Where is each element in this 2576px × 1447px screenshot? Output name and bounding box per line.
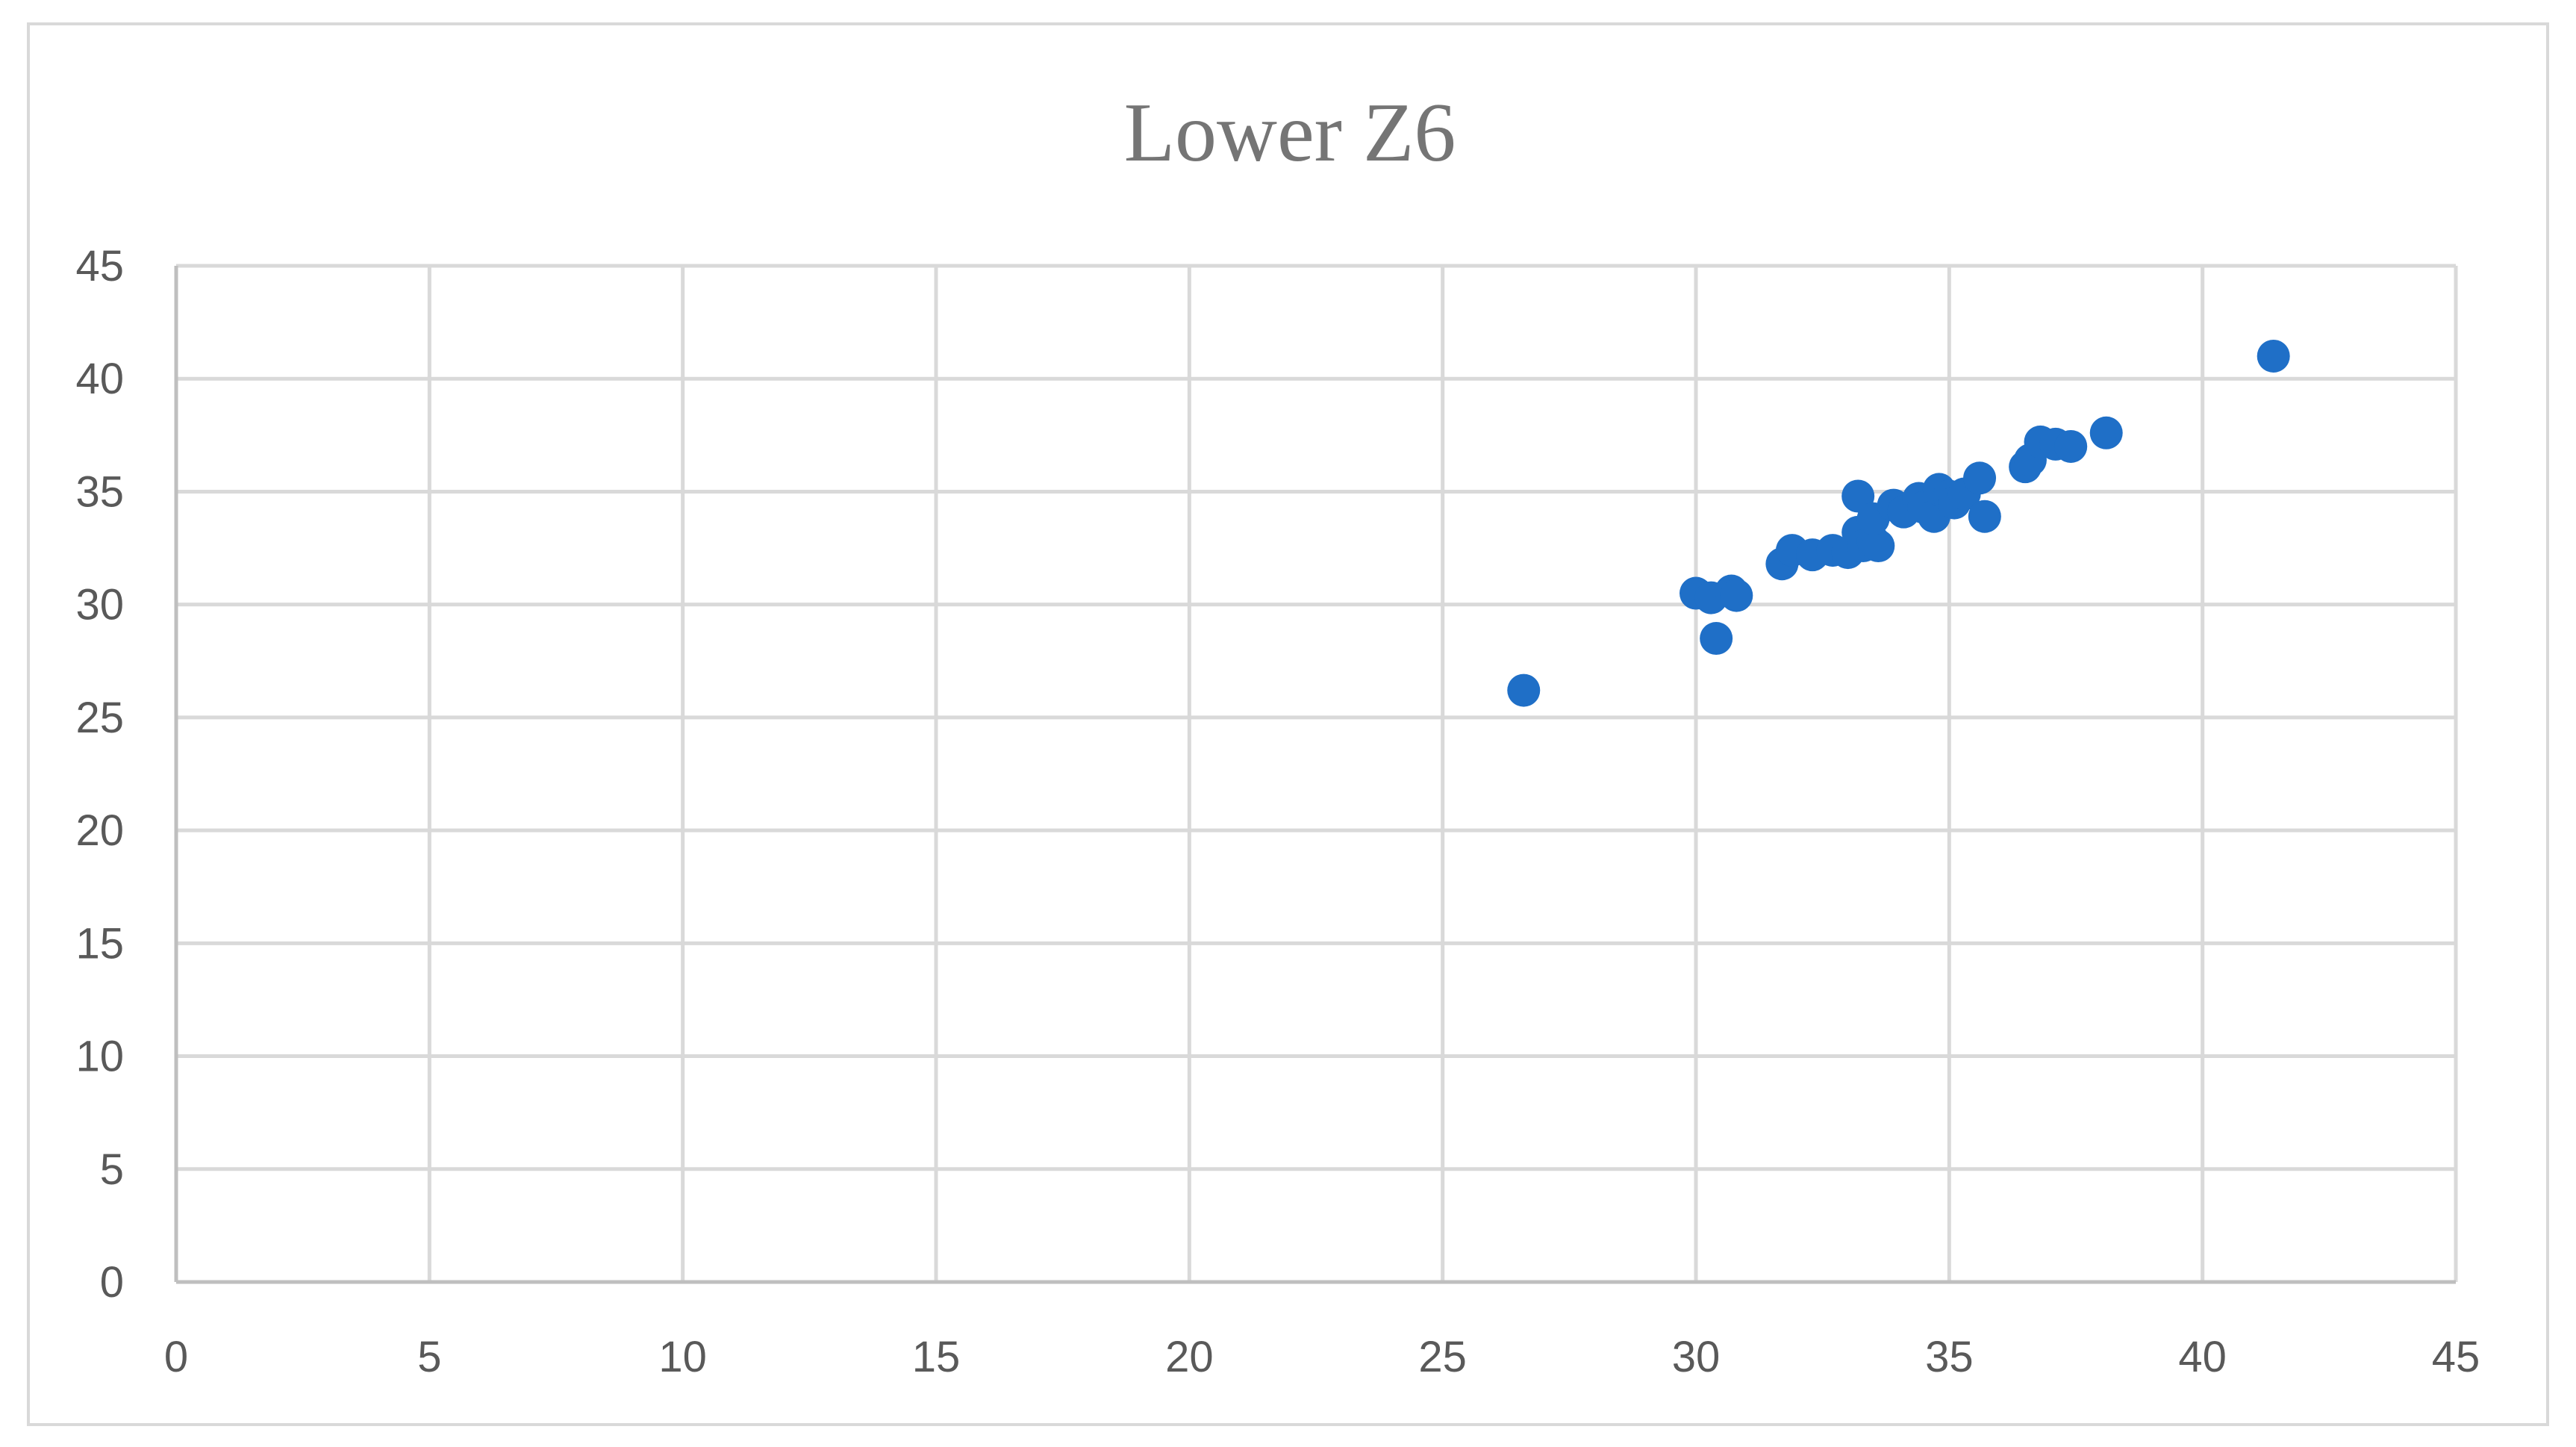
y-tick-label: 30 <box>75 581 124 629</box>
data-point <box>1507 673 1541 707</box>
axes <box>174 266 2456 1284</box>
x-tick-label: 45 <box>2432 1333 2480 1381</box>
grid <box>176 264 2458 1282</box>
data-point <box>1700 622 1733 656</box>
data-points <box>1507 339 2290 707</box>
x-tick-label: 25 <box>1418 1333 1467 1381</box>
y-tick-label: 45 <box>75 242 124 290</box>
y-tick-label: 35 <box>75 467 124 516</box>
x-tick-label: 5 <box>417 1333 441 1381</box>
y-tick-label: 25 <box>75 694 124 742</box>
data-point <box>1963 461 1997 495</box>
data-point <box>1968 500 2001 533</box>
tick-labels: 0 5 10 15 20 25 30 35 40 45 0 5 10 15 20 25 30 35 40 45 <box>75 242 2480 1381</box>
x-tick-label: 15 <box>912 1333 961 1381</box>
y-tick-label: 10 <box>75 1033 124 1081</box>
x-tick-label: 10 <box>658 1333 707 1381</box>
x-tick-label: 35 <box>1925 1333 1974 1381</box>
data-point <box>1862 529 1895 563</box>
y-tick-label: 15 <box>75 919 124 968</box>
y-tick-label: 40 <box>75 355 124 403</box>
data-point <box>2257 339 2290 373</box>
chart-title: Lower Z6 <box>1124 87 1456 179</box>
data-point <box>1720 579 1753 612</box>
data-point <box>2054 429 2088 463</box>
chart-frame <box>27 22 2549 1426</box>
x-tick-label: 20 <box>1165 1333 1214 1381</box>
x-tick-label: 0 <box>164 1333 188 1381</box>
x-tick-label: 30 <box>1672 1333 1721 1381</box>
y-tick-label: 20 <box>75 806 124 855</box>
x-tick-label: 40 <box>2178 1333 2227 1381</box>
y-tick-label: 5 <box>100 1145 124 1194</box>
y-tick-label: 0 <box>100 1258 124 1307</box>
data-point <box>2089 416 2123 449</box>
